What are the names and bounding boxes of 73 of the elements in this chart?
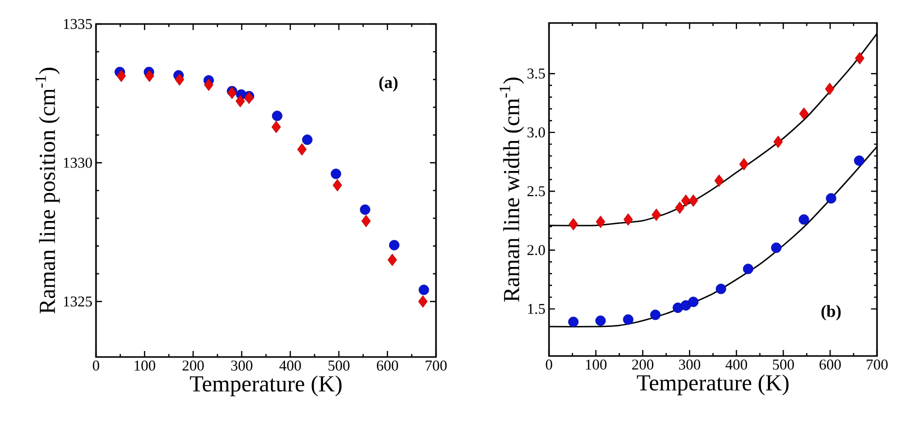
point [360, 204, 370, 215]
x-tick-label: 600 [376, 360, 398, 371]
y-tick-label: 2.0 [527, 245, 545, 256]
y-tick-label: 1.5 [528, 304, 545, 314]
point [332, 179, 342, 192]
y-axis-title: Raman line width (cm$^{-1}$) [500, 78, 524, 302]
x-tick-label: 300 [231, 360, 252, 371]
x-tick-label: 0 [92, 360, 100, 371]
point [650, 310, 661, 320]
y-tick-label: 2.5 [527, 186, 545, 196]
point [742, 264, 754, 274]
point [388, 254, 397, 266]
point [652, 208, 662, 221]
point [771, 242, 782, 253]
x-tick-label: 700 [866, 360, 888, 370]
point [681, 194, 691, 207]
point [418, 295, 428, 308]
point [596, 216, 606, 228]
point [623, 213, 633, 226]
y-tick-label: 3.5 [528, 68, 545, 79]
point [418, 284, 430, 296]
y-axis-title: Raman line position (cm$^{-1}$) [35, 68, 60, 314]
y-tick-label: 3.0 [528, 127, 545, 138]
x-tick-label: 400 [726, 360, 748, 370]
x-tick-label: 200 [182, 360, 204, 371]
point [714, 174, 724, 187]
point [568, 218, 578, 230]
x-tick-label: 0 [546, 360, 552, 370]
point [799, 107, 809, 120]
point [854, 155, 864, 166]
point [622, 314, 634, 325]
point [688, 296, 699, 308]
point [854, 52, 864, 64]
point [798, 214, 810, 225]
x-axis-title: Temperature (K) [190, 375, 342, 396]
point [272, 120, 281, 134]
point [244, 92, 254, 104]
x-tick-label: 500 [772, 360, 794, 370]
point [204, 78, 214, 91]
x-tick-label: 300 [679, 360, 700, 370]
point [144, 70, 154, 82]
x-tick-label: 400 [279, 360, 301, 371]
point [716, 284, 726, 294]
y-tick-label: 1335 [64, 18, 92, 30]
point [568, 316, 579, 328]
point [739, 158, 749, 170]
point [688, 194, 698, 207]
point [361, 214, 371, 228]
x-tick-label: 200 [632, 360, 654, 370]
point [595, 316, 606, 326]
point [824, 82, 834, 96]
x-tick-label: 500 [328, 360, 350, 371]
point [236, 94, 245, 108]
y-tick-label: 1330 [64, 158, 92, 168]
point [174, 73, 184, 86]
point [773, 136, 783, 148]
point [227, 86, 237, 100]
point [272, 110, 282, 122]
point [116, 70, 126, 82]
point [389, 240, 400, 250]
x-axis-title: Temperature (K) [636, 374, 789, 396]
point [675, 202, 684, 214]
x-tick-label: 600 [820, 360, 841, 370]
point [330, 168, 342, 180]
point [297, 143, 307, 156]
x-tick-label: 700 [426, 360, 447, 371]
x-tick-label: 100 [134, 360, 156, 371]
y-tick-label: 1325 [64, 296, 92, 307]
annotation: (a) [379, 76, 398, 92]
x-tick-label: 100 [586, 360, 607, 370]
point [826, 193, 836, 204]
point [302, 134, 312, 145]
annotation: (b) [821, 305, 841, 320]
